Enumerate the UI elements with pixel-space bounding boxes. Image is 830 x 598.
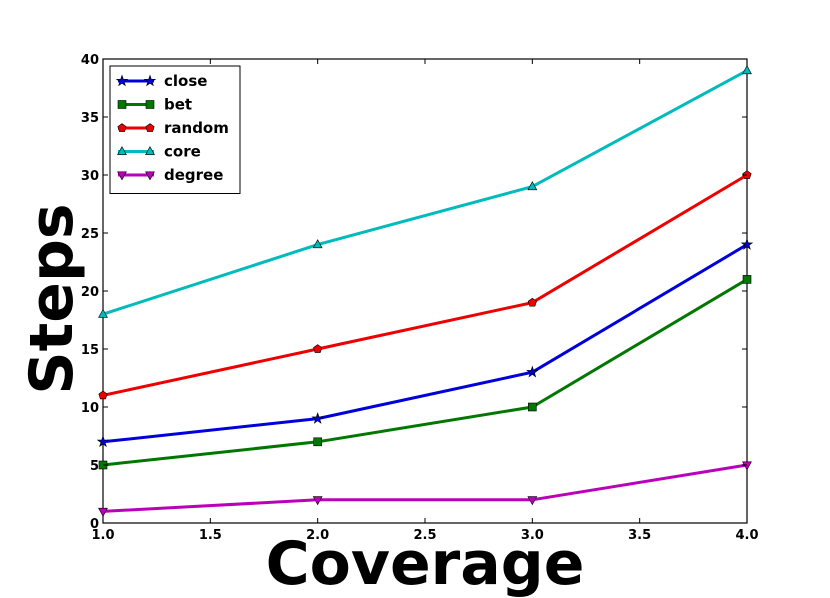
legend-marker-close	[143, 74, 157, 87]
x-tick-label: 1.0	[91, 528, 114, 543]
x-tick-label: 2.0	[306, 528, 329, 543]
series-line-degree	[102, 463, 748, 513]
series-line-close	[102, 243, 748, 444]
legend-marker-random	[145, 123, 155, 132]
data-point-degree	[312, 496, 323, 506]
legend-marker-bet	[117, 100, 127, 109]
data-point-close	[740, 238, 754, 250]
data-point-random	[313, 344, 323, 353]
y-tick-label: 35	[81, 111, 99, 126]
y-axis-title: Steps	[17, 203, 87, 394]
data-point-close	[311, 412, 324, 424]
y-tick-label: 15	[81, 343, 99, 358]
legend-label-random: random	[164, 119, 229, 137]
y-tick-label: 40	[81, 53, 99, 68]
y-tick-label: 5	[90, 459, 99, 474]
legend-marker-close	[115, 74, 129, 87]
data-point-degree	[742, 461, 752, 471]
data-point-close	[96, 435, 110, 448]
data-point-degree	[527, 496, 538, 506]
x-tick-label: 2.5	[413, 528, 436, 543]
y-tick-label: 30	[81, 169, 99, 184]
legend-label-bet: bet	[164, 96, 192, 114]
series-line-bet	[102, 278, 748, 467]
series-line-core	[102, 69, 748, 316]
legend-marker-core	[145, 146, 155, 155]
legend-label-close: close	[164, 72, 207, 90]
y-tick-label: 10	[81, 401, 99, 416]
data-point-random	[527, 297, 537, 307]
data-point-core	[742, 65, 752, 75]
data-point-close	[526, 365, 539, 378]
legend-marker-random	[117, 123, 127, 132]
legend-label-degree: degree	[164, 166, 223, 184]
legend-label-core: core	[164, 143, 201, 161]
legend-box	[109, 65, 241, 194]
legend-marker-degree	[145, 171, 155, 181]
data-point-bet	[313, 437, 322, 447]
legend-marker-core	[117, 146, 127, 155]
series-line-random	[102, 173, 748, 397]
legend-marker-degree	[117, 171, 127, 181]
data-point-core	[527, 181, 538, 191]
data-point-core	[312, 239, 323, 249]
x-tick-label: 3.0	[521, 528, 544, 543]
data-point-random	[98, 390, 108, 400]
data-point-core	[98, 308, 108, 318]
y-tick-label: 20	[81, 285, 99, 300]
x-tick-label: 1.5	[199, 528, 222, 543]
legend: close bet random core degree	[109, 65, 241, 194]
y-tick-label: 25	[81, 227, 99, 242]
data-point-bet	[528, 402, 537, 412]
x-axis-title: Coverage	[266, 529, 585, 598]
data-point-degree	[98, 507, 108, 517]
x-tick-label: 3.5	[628, 528, 651, 543]
x-tick-label: 4.0	[735, 528, 758, 543]
y-tick-label: 0	[90, 517, 99, 532]
legend-marker-bet	[145, 100, 155, 109]
data-point-bet	[742, 275, 752, 284]
